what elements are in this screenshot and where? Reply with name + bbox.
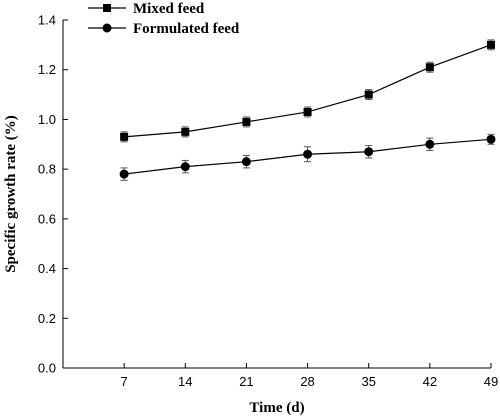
x-tick-label: 14: [178, 374, 192, 389]
legend-entry-formulated-feed: Formulated feed: [88, 21, 240, 37]
series-line-mixed-feed: [124, 44, 492, 138]
y-tick-label: 1.0: [38, 112, 56, 127]
axes: [62, 20, 491, 369]
y-axis-title: Specific growth rate (%): [3, 115, 19, 273]
x-tick-label: 21: [239, 374, 253, 389]
series-mixed-feed: [120, 39, 495, 143]
data-point-circle: [364, 147, 374, 157]
x-tick-label: 7: [121, 374, 128, 389]
data-point-circle: [180, 162, 190, 172]
y-tick-label: 0.6: [38, 211, 56, 226]
y-tick-label: 0.2: [38, 311, 56, 326]
data-point-square: [364, 90, 373, 99]
data-point-circle: [303, 149, 313, 159]
legend-label-mixed-feed: Mixed feed: [133, 1, 205, 17]
data-point-square: [242, 117, 251, 126]
y-ticks: 0.0 0.2 0.4 0.6 0.8 1.0 1.2 1.4: [38, 13, 68, 376]
y-tick-label: 0.4: [38, 261, 56, 276]
y-tick-label: 0.8: [38, 162, 56, 177]
series-formulated-feed: [119, 133, 496, 181]
data-point-circle: [241, 157, 251, 167]
legend-circle-marker: [102, 23, 112, 33]
y-tick-label: 0.0: [38, 361, 56, 376]
data-point-square: [181, 127, 190, 136]
data-point-square: [425, 63, 434, 72]
x-tick-label: 42: [423, 374, 437, 389]
legend-square-marker: [103, 4, 111, 12]
data-point-circle: [425, 139, 435, 149]
series-layer: [119, 39, 496, 181]
legend: Mixed feed Formulated feed: [88, 1, 240, 37]
data-point-circle: [119, 169, 129, 179]
data-point-square: [120, 132, 129, 141]
x-ticks: 7 14 21 28 35 42 49: [121, 363, 498, 389]
x-axis-title: Time (d): [249, 400, 304, 416]
x-tick-label: 35: [361, 374, 375, 389]
data-point-square: [487, 40, 495, 49]
data-point-circle: [486, 134, 496, 144]
x-tick-label: 49: [484, 374, 498, 389]
x-tick-label: 28: [300, 374, 314, 389]
legend-entry-mixed-feed: Mixed feed: [88, 1, 205, 17]
y-tick-label: 1.4: [38, 13, 56, 28]
data-point-square: [303, 107, 312, 116]
legend-label-formulated-feed: Formulated feed: [133, 21, 240, 37]
y-tick-label: 1.2: [38, 62, 56, 77]
